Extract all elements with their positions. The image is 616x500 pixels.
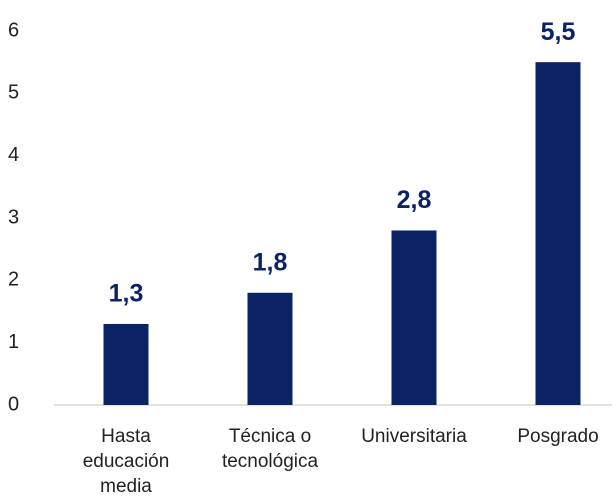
value-label: 1,3 [109,280,144,308]
y-tick-label: 6 [8,19,19,41]
x-tick-label: Posgrado [517,426,599,447]
y-tick-label: 5 [8,82,19,104]
value-label: 1,8 [253,248,288,276]
bar [103,323,149,405]
y-tick-label: 1 [8,331,19,353]
x-tick-label: Hasta educación media [82,426,170,497]
y-tick-label: 3 [8,206,19,228]
x-tick-label: Universitaria [361,426,467,447]
y-tick-label: 2 [8,269,19,291]
y-tick-label: 4 [8,144,19,166]
bar [535,62,581,406]
y-tick-label: 0 [8,393,19,415]
value-label: 5,5 [541,18,576,46]
value-label: 2,8 [397,186,432,214]
x-tick-label: Técnica o tecnológica [221,426,319,472]
bar [391,230,437,405]
bar [247,292,293,405]
